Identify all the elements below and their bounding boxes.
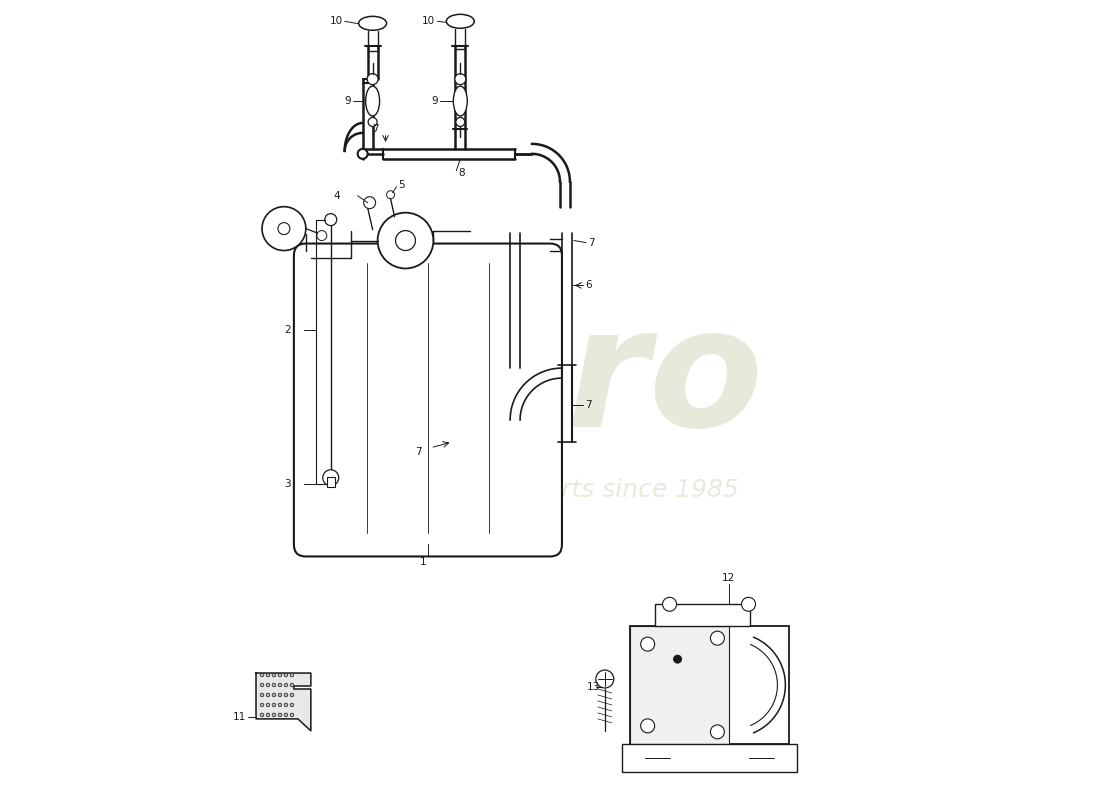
Text: 5: 5 <box>398 180 405 190</box>
Text: 7: 7 <box>587 238 594 247</box>
Ellipse shape <box>447 14 474 28</box>
Ellipse shape <box>365 86 380 116</box>
Ellipse shape <box>453 86 468 116</box>
Text: 3: 3 <box>284 478 290 489</box>
Text: euro: euro <box>336 298 764 462</box>
Circle shape <box>596 670 614 688</box>
Circle shape <box>278 713 282 717</box>
Text: 6: 6 <box>585 280 592 290</box>
Circle shape <box>375 19 384 27</box>
Circle shape <box>278 703 282 706</box>
Circle shape <box>266 693 270 697</box>
Circle shape <box>463 18 471 26</box>
Circle shape <box>322 470 339 486</box>
Text: 10: 10 <box>330 16 343 26</box>
Text: 4: 4 <box>333 190 340 201</box>
Text: 10: 10 <box>422 16 436 26</box>
FancyBboxPatch shape <box>294 243 562 557</box>
Text: 7: 7 <box>585 400 592 410</box>
Circle shape <box>362 19 370 27</box>
Circle shape <box>358 149 367 159</box>
Bar <box>629 626 728 744</box>
Circle shape <box>278 674 282 677</box>
Polygon shape <box>256 673 311 731</box>
Circle shape <box>284 713 288 717</box>
Text: 9: 9 <box>344 96 351 106</box>
Circle shape <box>266 674 270 677</box>
Text: 11: 11 <box>233 712 246 722</box>
Circle shape <box>377 213 433 269</box>
Text: 2: 2 <box>284 326 290 335</box>
Circle shape <box>266 713 270 717</box>
Circle shape <box>455 118 465 126</box>
Circle shape <box>261 674 264 677</box>
Circle shape <box>662 598 676 611</box>
Circle shape <box>284 683 288 687</box>
Text: 12: 12 <box>722 574 735 583</box>
Circle shape <box>290 713 294 717</box>
Circle shape <box>278 683 282 687</box>
Circle shape <box>386 190 395 198</box>
Circle shape <box>261 683 264 687</box>
Circle shape <box>272 703 276 706</box>
Circle shape <box>284 693 288 697</box>
Circle shape <box>290 703 294 706</box>
Circle shape <box>272 693 276 697</box>
Text: 1: 1 <box>419 558 427 567</box>
Circle shape <box>368 118 377 126</box>
Bar <box>629 626 789 744</box>
Circle shape <box>640 637 654 651</box>
Circle shape <box>284 703 288 706</box>
Bar <box>621 744 797 772</box>
Circle shape <box>367 74 378 85</box>
Circle shape <box>272 674 276 677</box>
Circle shape <box>290 683 294 687</box>
Circle shape <box>673 655 682 663</box>
Text: 8: 8 <box>459 168 465 178</box>
Circle shape <box>290 693 294 697</box>
Circle shape <box>266 703 270 706</box>
Circle shape <box>284 674 288 677</box>
Bar <box>327 477 334 486</box>
Circle shape <box>364 197 375 209</box>
Circle shape <box>261 693 264 697</box>
Circle shape <box>396 230 416 250</box>
Circle shape <box>317 230 327 241</box>
Circle shape <box>450 18 458 26</box>
Circle shape <box>324 214 337 226</box>
Text: 7: 7 <box>416 447 422 457</box>
Circle shape <box>278 693 282 697</box>
Bar <box>654 604 750 626</box>
Circle shape <box>640 719 654 733</box>
Circle shape <box>278 222 290 234</box>
Circle shape <box>261 703 264 706</box>
Circle shape <box>290 674 294 677</box>
Circle shape <box>272 683 276 687</box>
Text: 13: 13 <box>586 682 600 692</box>
Circle shape <box>262 206 306 250</box>
Text: 7: 7 <box>372 124 378 134</box>
Ellipse shape <box>359 16 386 30</box>
Circle shape <box>711 631 725 645</box>
Circle shape <box>272 713 276 717</box>
Circle shape <box>454 74 465 85</box>
Circle shape <box>261 713 264 717</box>
Circle shape <box>266 683 270 687</box>
Text: 9: 9 <box>432 96 439 106</box>
Text: a passion for parts since 1985: a passion for parts since 1985 <box>361 478 739 502</box>
Circle shape <box>711 725 725 739</box>
Circle shape <box>741 598 756 611</box>
